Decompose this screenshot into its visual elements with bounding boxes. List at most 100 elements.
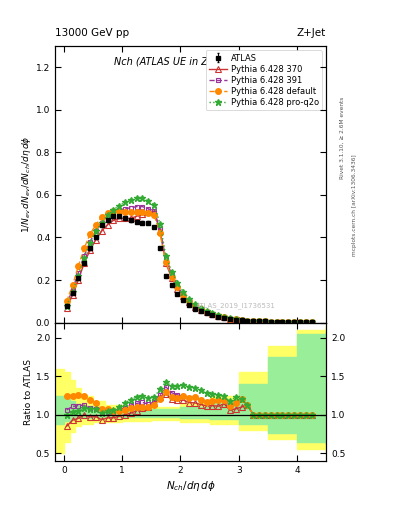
Pythia 6.428 391	[216, 313, 220, 319]
Pythia 6.428 370	[233, 316, 238, 323]
Pythia 6.428 370	[263, 318, 267, 325]
Pythia 6.428 default	[175, 284, 180, 290]
Pythia 6.428 370	[303, 319, 308, 325]
Pythia 6.428 391	[228, 315, 232, 322]
Pythia 6.428 default	[64, 298, 69, 304]
Pythia 6.428 370	[286, 319, 291, 325]
Pythia 6.428 370	[251, 318, 256, 324]
Pythia 6.428 default	[263, 318, 267, 325]
Pythia 6.428 391	[193, 303, 197, 309]
Pythia 6.428 default	[105, 210, 110, 216]
Pythia 6.428 pro-q2o	[193, 301, 197, 307]
Pythia 6.428 370	[94, 237, 98, 243]
Pythia 6.428 pro-q2o	[111, 207, 116, 213]
Pythia 6.428 391	[298, 319, 302, 325]
Pythia 6.428 391	[140, 204, 145, 210]
Pythia 6.428 default	[111, 208, 116, 214]
Pythia 6.428 391	[263, 318, 267, 325]
Pythia 6.428 default	[298, 319, 302, 325]
Pythia 6.428 pro-q2o	[239, 317, 244, 323]
Pythia 6.428 default	[193, 303, 197, 309]
Pythia 6.428 default	[76, 263, 81, 269]
Legend: ATLAS, Pythia 6.428 370, Pythia 6.428 391, Pythia 6.428 default, Pythia 6.428 pr: ATLAS, Pythia 6.428 370, Pythia 6.428 39…	[206, 50, 322, 110]
Pythia 6.428 391	[105, 213, 110, 219]
Pythia 6.428 pro-q2o	[88, 240, 92, 246]
Pythia 6.428 370	[146, 209, 151, 215]
Pythia 6.428 370	[111, 218, 116, 224]
Pythia 6.428 pro-q2o	[292, 319, 296, 325]
Pythia 6.428 default	[245, 317, 250, 324]
Pythia 6.428 pro-q2o	[210, 310, 215, 316]
Pythia 6.428 370	[163, 260, 168, 266]
Pythia 6.428 391	[280, 319, 285, 325]
Pythia 6.428 pro-q2o	[245, 317, 250, 324]
Pythia 6.428 391	[274, 319, 279, 325]
Pythia 6.428 391	[198, 306, 203, 312]
Pythia 6.428 default	[251, 318, 256, 324]
Pythia 6.428 370	[187, 300, 191, 306]
Pythia 6.428 default	[303, 319, 308, 325]
Pythia 6.428 pro-q2o	[76, 273, 81, 279]
Line: Pythia 6.428 pro-q2o: Pythia 6.428 pro-q2o	[63, 195, 315, 326]
Pythia 6.428 391	[245, 317, 250, 324]
Pythia 6.428 391	[123, 206, 127, 212]
Pythia 6.428 391	[210, 311, 215, 317]
Pythia 6.428 370	[158, 228, 162, 234]
Pythia 6.428 default	[146, 210, 151, 216]
Pythia 6.428 391	[181, 292, 185, 298]
Pythia 6.428 default	[228, 315, 232, 322]
Pythia 6.428 pro-q2o	[198, 305, 203, 311]
Pythia 6.428 pro-q2o	[263, 318, 267, 325]
Pythia 6.428 391	[187, 298, 191, 304]
Pythia 6.428 370	[123, 215, 127, 221]
Pythia 6.428 370	[239, 317, 244, 323]
Y-axis label: Ratio to ATLAS: Ratio to ATLAS	[24, 359, 33, 424]
Pythia 6.428 370	[70, 292, 75, 298]
Pythia 6.428 391	[94, 228, 98, 234]
Pythia 6.428 pro-q2o	[251, 318, 256, 324]
Text: Nch (ATLAS UE in Z production): Nch (ATLAS UE in Z production)	[114, 57, 267, 67]
Text: mcplots.cern.ch [arXiv:1306.3436]: mcplots.cern.ch [arXiv:1306.3436]	[352, 154, 357, 255]
Pythia 6.428 pro-q2o	[309, 319, 314, 326]
Text: ATLAS_2019_I1736531: ATLAS_2019_I1736531	[196, 302, 276, 309]
Pythia 6.428 391	[82, 252, 86, 259]
Pythia 6.428 default	[216, 313, 220, 319]
Pythia 6.428 default	[134, 209, 139, 215]
Pythia 6.428 default	[169, 274, 174, 280]
Pythia 6.428 391	[117, 207, 121, 213]
Line: Pythia 6.428 370: Pythia 6.428 370	[64, 209, 314, 325]
Pythia 6.428 default	[274, 319, 279, 325]
Pythia 6.428 370	[129, 215, 133, 221]
Pythia 6.428 391	[169, 272, 174, 278]
Pythia 6.428 370	[152, 209, 156, 215]
Pythia 6.428 391	[257, 318, 261, 325]
Pythia 6.428 370	[292, 319, 296, 325]
Pythia 6.428 default	[140, 209, 145, 215]
Pythia 6.428 pro-q2o	[257, 318, 261, 325]
Pythia 6.428 391	[222, 314, 226, 321]
Pythia 6.428 default	[292, 319, 296, 325]
Pythia 6.428 pro-q2o	[298, 319, 302, 325]
Pythia 6.428 default	[158, 230, 162, 237]
Pythia 6.428 default	[204, 309, 209, 315]
Pythia 6.428 391	[129, 205, 133, 211]
Pythia 6.428 370	[105, 222, 110, 228]
X-axis label: $N_{ch}/d\eta\,d\phi$: $N_{ch}/d\eta\,d\phi$	[165, 479, 216, 493]
Pythia 6.428 370	[140, 211, 145, 217]
Text: Z+Jet: Z+Jet	[297, 28, 326, 38]
Pythia 6.428 391	[303, 319, 308, 325]
Pythia 6.428 391	[152, 208, 156, 214]
Pythia 6.428 pro-q2o	[204, 308, 209, 314]
Y-axis label: $1/N_{ev}\,dN_{ev}/dN_{ch}/d\eta\,d\phi$: $1/N_{ev}\,dN_{ev}/dN_{ch}/d\eta\,d\phi$	[20, 136, 33, 233]
Pythia 6.428 pro-q2o	[280, 319, 285, 325]
Pythia 6.428 391	[64, 302, 69, 308]
Pythia 6.428 370	[298, 319, 302, 325]
Pythia 6.428 370	[274, 319, 279, 325]
Pythia 6.428 pro-q2o	[152, 201, 156, 207]
Pythia 6.428 pro-q2o	[216, 312, 220, 318]
Pythia 6.428 default	[123, 209, 127, 215]
Pythia 6.428 default	[210, 311, 215, 317]
Pythia 6.428 391	[309, 319, 314, 326]
Pythia 6.428 pro-q2o	[140, 195, 145, 201]
Pythia 6.428 default	[257, 318, 261, 325]
